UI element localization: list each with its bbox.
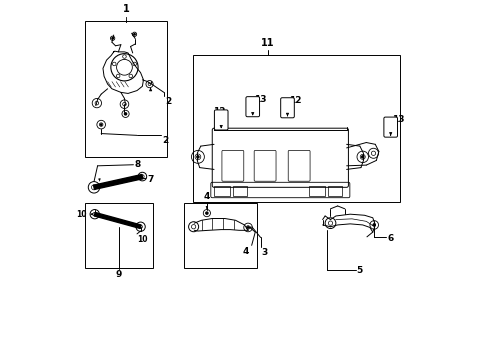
Text: 2: 2: [162, 136, 168, 145]
Bar: [233, 185, 247, 196]
FancyBboxPatch shape: [280, 98, 294, 118]
Bar: [308, 185, 325, 196]
Text: 7: 7: [147, 175, 153, 184]
Circle shape: [134, 33, 135, 35]
Text: 8: 8: [134, 160, 141, 169]
Bar: [183, 203, 257, 268]
Bar: [327, 185, 342, 196]
FancyBboxPatch shape: [383, 117, 397, 137]
Text: 6: 6: [386, 234, 392, 243]
Circle shape: [205, 212, 207, 214]
Bar: [214, 185, 230, 196]
Text: 12: 12: [289, 96, 301, 105]
Circle shape: [100, 124, 102, 125]
Circle shape: [124, 113, 126, 115]
FancyBboxPatch shape: [214, 110, 227, 130]
Bar: [85, 21, 167, 157]
Polygon shape: [93, 175, 142, 189]
Bar: [192, 55, 400, 202]
Polygon shape: [94, 212, 141, 229]
Text: 4: 4: [242, 247, 248, 256]
Text: 5: 5: [356, 266, 362, 275]
Text: 10: 10: [76, 210, 87, 219]
Circle shape: [361, 156, 363, 158]
FancyBboxPatch shape: [245, 97, 259, 117]
Text: 1: 1: [122, 4, 129, 14]
Circle shape: [247, 227, 248, 228]
Bar: [85, 203, 153, 268]
Text: 13: 13: [391, 115, 404, 124]
Text: 9: 9: [116, 270, 122, 279]
Text: 2: 2: [165, 97, 172, 106]
Text: 13: 13: [254, 95, 266, 104]
Text: 12: 12: [213, 107, 225, 116]
Text: 11: 11: [261, 38, 274, 48]
Text: 3: 3: [261, 248, 267, 257]
Circle shape: [373, 224, 374, 226]
Text: 10: 10: [137, 235, 147, 244]
Text: 4: 4: [203, 192, 210, 201]
Circle shape: [112, 37, 113, 39]
Circle shape: [197, 156, 199, 158]
